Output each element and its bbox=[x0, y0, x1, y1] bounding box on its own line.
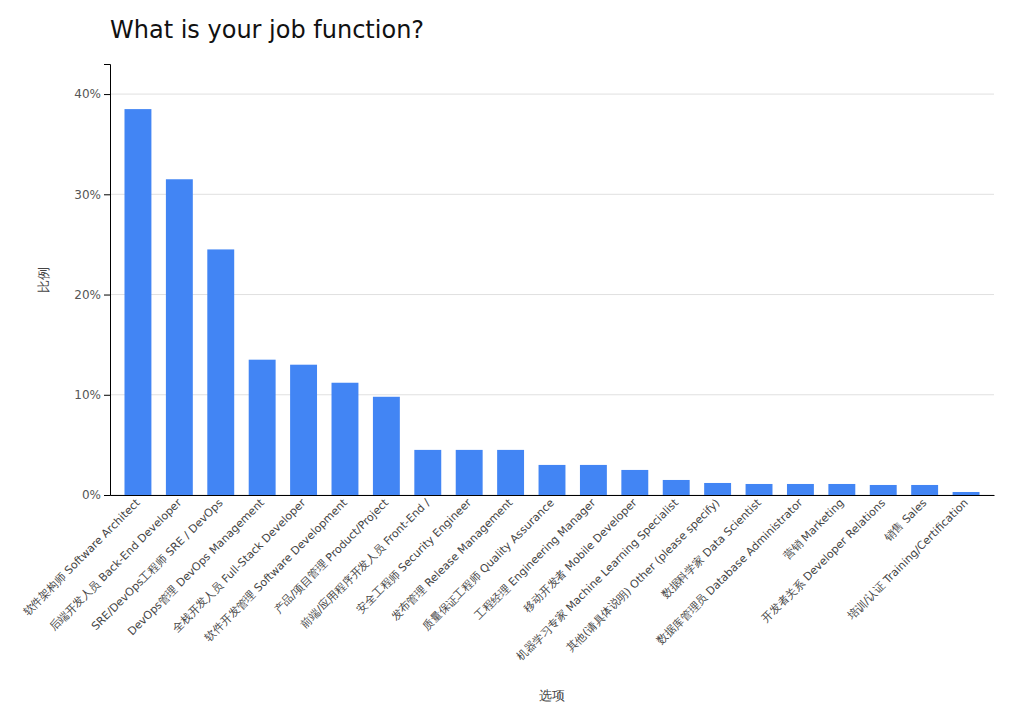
bar bbox=[456, 450, 483, 495]
y-tick-label: 20% bbox=[74, 288, 101, 302]
y-tick-label: 40% bbox=[74, 87, 101, 101]
bar bbox=[414, 450, 441, 495]
y-tick-mark bbox=[104, 495, 110, 496]
bar bbox=[124, 109, 151, 495]
grid-line bbox=[110, 194, 994, 195]
y-tick-mark bbox=[104, 94, 110, 95]
chart-svg: 软件架构师 Software Architect后端开发人员 Back-End … bbox=[0, 0, 1024, 710]
y-tick: 0% bbox=[82, 488, 110, 502]
x-tick-label: 培训/认证 Training/Certification bbox=[844, 496, 971, 623]
bar bbox=[332, 383, 359, 495]
x-axis-title: 选项 bbox=[539, 688, 565, 703]
y-tick-mark bbox=[104, 295, 110, 296]
grid-line bbox=[110, 294, 994, 295]
x-axis-line bbox=[111, 495, 995, 496]
y-tick-mark bbox=[104, 395, 110, 396]
y-tick: 40% bbox=[74, 87, 110, 101]
bar bbox=[539, 465, 566, 495]
bar bbox=[953, 492, 980, 495]
grid bbox=[110, 94, 994, 495]
y-axis-line bbox=[104, 65, 111, 496]
bar bbox=[249, 360, 276, 495]
grid-line bbox=[110, 394, 994, 395]
bar bbox=[704, 483, 731, 495]
bar bbox=[911, 485, 938, 495]
x-tick: 软件开发管理 Software Development bbox=[202, 495, 350, 644]
x-tick: 数据库管理员 Database Administrator bbox=[654, 495, 805, 647]
grid-line bbox=[110, 94, 994, 95]
y-axis: 0% 10% 20% 30% 40% bbox=[74, 65, 110, 503]
bar bbox=[166, 179, 193, 495]
y-tick-label: 0% bbox=[82, 488, 101, 502]
x-tick-label: 数据库管理员 Database Administrator bbox=[654, 496, 805, 647]
y-tick-label: 30% bbox=[74, 188, 101, 202]
bar bbox=[373, 397, 400, 495]
y-tick: 10% bbox=[74, 388, 110, 402]
title: What is your job function? bbox=[110, 16, 424, 44]
bar bbox=[580, 465, 607, 495]
bar bbox=[663, 480, 690, 495]
x-axis: 软件架构师 Software Architect后端开发人员 Back-End … bbox=[21, 495, 995, 663]
x-tick-label: 其他(请具体说明) Other (please specify) bbox=[564, 496, 722, 654]
bar bbox=[828, 484, 855, 495]
bar bbox=[497, 450, 524, 495]
y-axis-title: 比例 bbox=[36, 267, 51, 293]
bar bbox=[207, 249, 234, 495]
y-tick: 20% bbox=[74, 288, 110, 302]
bar bbox=[787, 484, 814, 495]
bar bbox=[746, 484, 773, 495]
bars bbox=[124, 109, 979, 495]
y-tick: 30% bbox=[74, 188, 110, 202]
bar bbox=[290, 365, 317, 495]
x-tick: 培训/认证 Training/Certification bbox=[844, 495, 971, 623]
y-tick-label: 10% bbox=[74, 388, 101, 402]
bar bbox=[870, 485, 897, 495]
bar bbox=[621, 470, 648, 495]
x-tick: 其他(请具体说明) Other (please specify) bbox=[564, 495, 722, 655]
y-tick-mark bbox=[104, 194, 110, 195]
plot-area: 软件架构师 Software Architect后端开发人员 Back-End … bbox=[21, 65, 995, 664]
x-tick-label: 软件开发管理 Software Development bbox=[202, 496, 350, 644]
chart-container: 软件架构师 Software Architect后端开发人员 Back-End … bbox=[0, 0, 1024, 710]
